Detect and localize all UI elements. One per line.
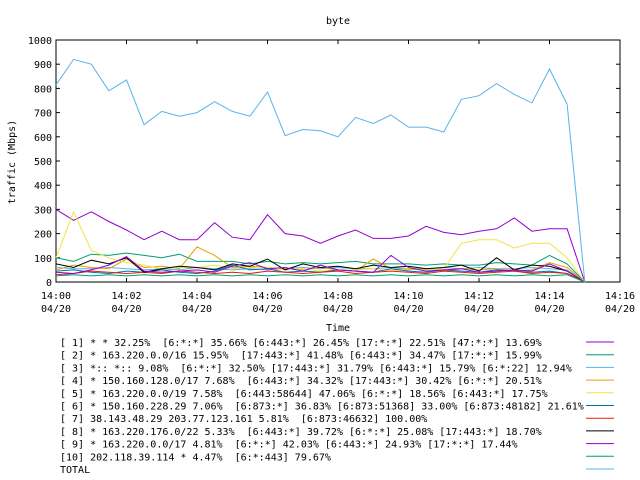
x-tick-date-label: 04/20: [323, 304, 353, 315]
x-tick-time-label: 14:14: [534, 291, 564, 302]
legend-entry-5: [ 5] * 163.220.0.0/19 7.58% [6:443:58644…: [60, 389, 548, 400]
series-line-7: [55, 270, 586, 283]
legend-entry-11: TOTAL: [60, 465, 90, 476]
plot-frame: [55, 39, 621, 283]
y-tick-label: 1000: [28, 36, 52, 47]
legend-entry-9: [ 9] * 163.220.0.0/17 4.81% [6:*:*] 42.0…: [60, 440, 518, 451]
x-tick-time-label: 14:06: [252, 291, 282, 302]
x-tick-time-label: 14:16: [605, 291, 635, 302]
legend-entry-7: [ 7] 38.143.48.29 203.77.123.161 5.81% […: [60, 414, 427, 425]
y-tick-label: 300: [34, 205, 52, 216]
x-axis-label: Time: [326, 323, 350, 334]
x-tick-date-label: 04/20: [182, 304, 212, 315]
series-line-1: [55, 208, 586, 283]
legend-entry-6: [ 6] * 150.160.228.29 7.06% [6:873:*] 36…: [60, 402, 584, 413]
y-tick-label: 800: [34, 84, 52, 95]
x-tick-time-label: 14:02: [111, 291, 141, 302]
x-tick-time-label: 14:10: [393, 291, 423, 302]
y-tick-label: 600: [34, 133, 52, 144]
y-tick-label: 400: [34, 181, 52, 192]
series-line-5: [55, 210, 586, 283]
series-line-11: [55, 58, 586, 283]
x-tick-date-label: 04/20: [41, 304, 71, 315]
legend-entry-1: [ 1] * * 32.25% [6:*:*] 35.66% [6:443:*]…: [60, 338, 542, 349]
y-tick-label: 100: [34, 254, 52, 265]
legend-entry-3: [ 3] *:: *:: 9.08% [6:*:*] 32.50% [17:44…: [60, 363, 572, 374]
x-tick-date-label: 04/20: [393, 304, 423, 315]
x-tick-date-label: 04/20: [605, 304, 635, 315]
series-line-9: [55, 254, 586, 283]
x-tick-date-label: 04/20: [464, 304, 494, 315]
y-tick-label: 200: [34, 230, 52, 241]
series-line-10: [55, 274, 585, 283]
x-tick-time-label: 14:04: [182, 291, 212, 302]
x-tick-date-label: 04/20: [111, 304, 141, 315]
series-line-8: [55, 257, 586, 283]
y-tick-label: 700: [34, 109, 52, 120]
x-tick-time-label: 14:12: [464, 291, 494, 302]
y-tick-label: 0: [46, 278, 52, 289]
x-tick-date-label: 04/20: [252, 304, 282, 315]
x-tick-date-label: 04/20: [534, 304, 564, 315]
legend-entry-2: [ 2] * 163.220.0.0/16 15.95% [17:443:*] …: [60, 351, 542, 362]
y-axis-label: traffic (Mbps): [7, 120, 18, 204]
legend-entry-4: [ 4] * 150.160.128.0/17 7.68% [6:443:*] …: [60, 376, 542, 387]
legend-entry-8: [ 8] * 163.220.176.0/22 5.33% [6:443:*] …: [60, 427, 542, 438]
x-tick-time-label: 14:08: [323, 291, 353, 302]
y-tick-label: 900: [34, 60, 52, 71]
x-tick-time-label: 14:00: [41, 291, 71, 302]
series-line-2: [55, 252, 586, 283]
y-tick-label: 500: [34, 157, 52, 168]
chart-title: byte: [326, 16, 350, 27]
legend-entry-10: [10] 202.118.39.114 * 4.47% [6:*:443] 79…: [60, 452, 331, 463]
